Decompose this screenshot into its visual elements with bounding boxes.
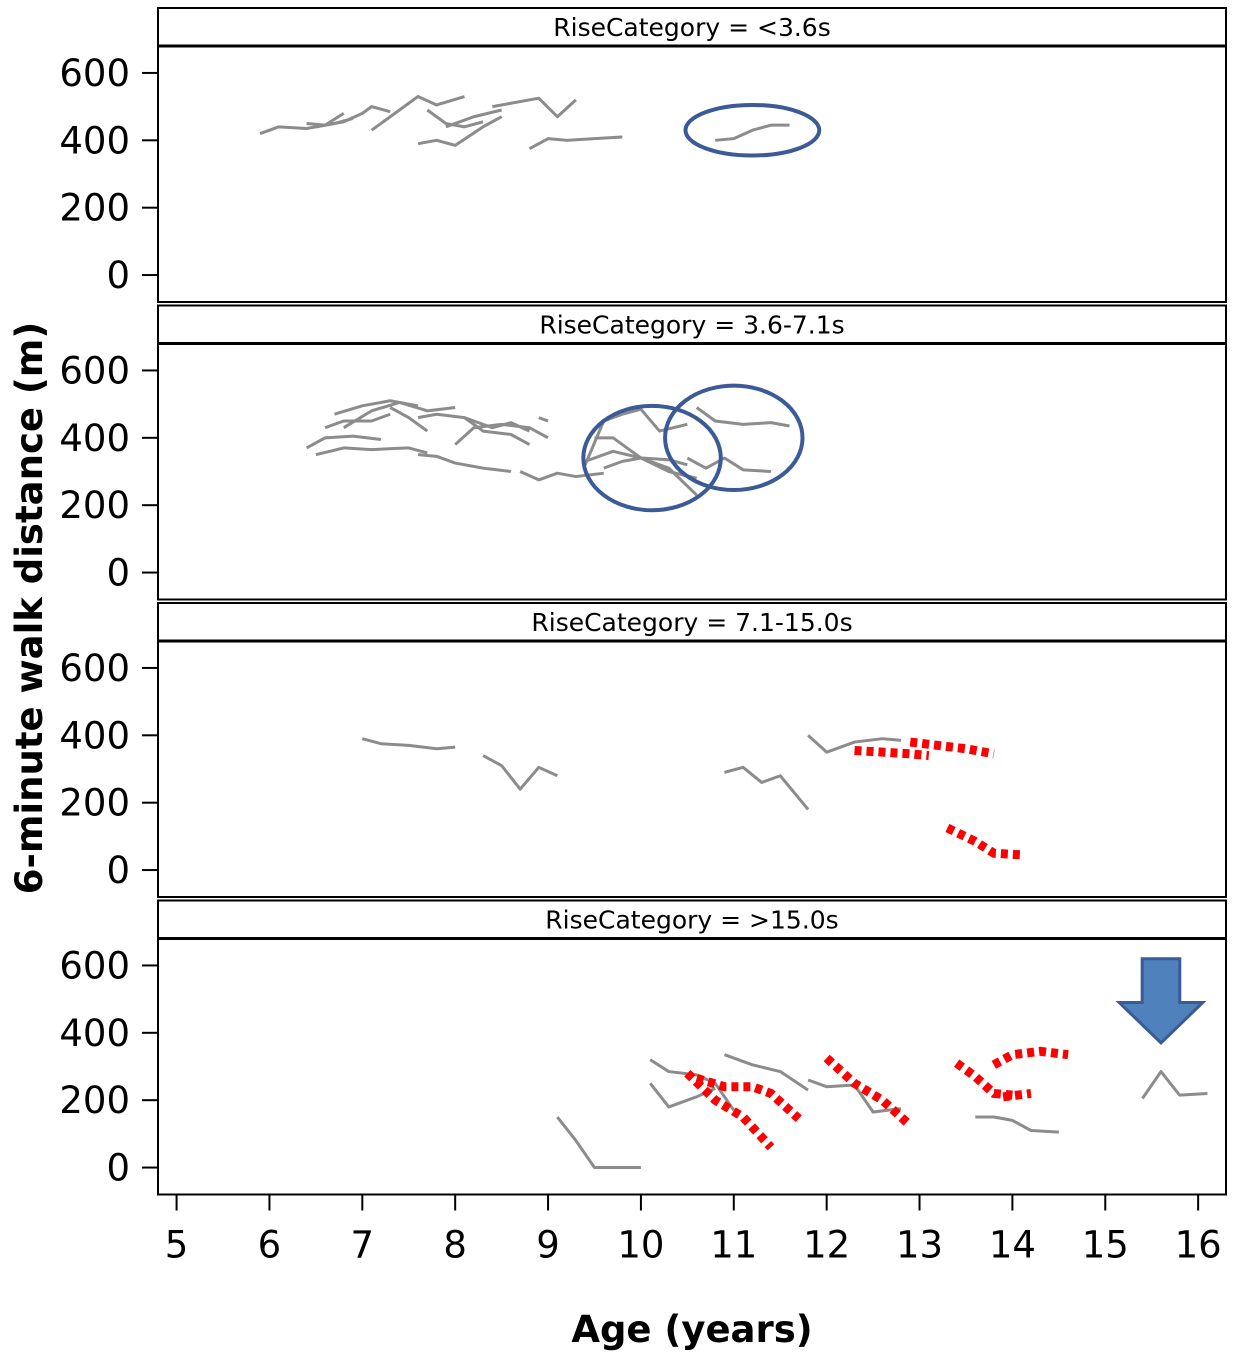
y-tick-label: 400 <box>59 714 130 757</box>
x-tick-label: 7 <box>351 1224 375 1267</box>
trajectory-dotted-line <box>945 823 1022 860</box>
trajectory-line <box>361 737 456 751</box>
y-tick-label: 0 <box>106 254 130 297</box>
y-tick-label: 200 <box>59 1079 130 1122</box>
y-tick-label: 400 <box>59 119 130 162</box>
trajectory-line <box>305 434 382 450</box>
trajectory-dotted-line <box>1002 1088 1032 1102</box>
trajectory-line <box>492 96 577 119</box>
trajectory-line <box>1141 1070 1208 1100</box>
x-tick-label: 15 <box>1082 1224 1129 1267</box>
panel-title: RiseCategory = <3.6s <box>553 13 831 42</box>
panel-title: RiseCategory = 7.1-15.0s <box>531 608 852 637</box>
trajectory-line <box>389 406 429 433</box>
trajectory-dotted-line <box>854 745 930 761</box>
trajectory-line <box>975 1115 1059 1134</box>
trajectory-line <box>528 135 623 151</box>
panel-header <box>157 899 1227 940</box>
y-tick-label: 600 <box>59 52 130 95</box>
panel-header <box>157 602 1227 642</box>
x-tick-label: 8 <box>443 1224 467 1267</box>
trajectory-line <box>603 456 697 480</box>
x-tick-label: 10 <box>617 1224 664 1267</box>
panel-frame <box>157 342 1227 601</box>
trajectory-line <box>807 734 902 754</box>
trajectory-line <box>695 406 790 428</box>
trajectory-line <box>315 105 391 129</box>
trajectory-line <box>342 400 456 429</box>
trajectory-line <box>723 1053 809 1092</box>
x-tick-label: 13 <box>896 1224 943 1267</box>
panels: RiseCategory = <3.6s0200400600RiseCatego… <box>59 7 1227 1196</box>
trajectory-line <box>454 422 549 446</box>
panel-frame <box>157 45 1227 303</box>
trajectory-line <box>556 1116 641 1170</box>
y-tick-label: 0 <box>106 849 130 892</box>
x-axis: 5 6 7 8 9 10 11 12 13 14 15 16 <box>165 1194 1222 1267</box>
panel-3: RiseCategory = 7.1-15.0s 0 200 400 600 <box>59 602 1227 898</box>
trajectory-line <box>649 1058 736 1112</box>
y-tick-label: 0 <box>106 1147 130 1190</box>
trajectory-dotted-line <box>823 1054 914 1129</box>
x-tick-label: 6 <box>258 1224 282 1267</box>
trajectory-dotted-line <box>695 1073 802 1123</box>
highlight-ellipse <box>683 102 822 158</box>
y-tick-label: 600 <box>59 647 130 690</box>
x-tick-label: 16 <box>1175 1224 1222 1267</box>
trajectory-line <box>686 456 772 473</box>
trajectory-line <box>370 95 465 132</box>
panel-header <box>157 7 1227 47</box>
panel-4: RiseCategory = >15.0s 0 200 400 600 <box>59 899 1227 1196</box>
y-tick-label: 600 <box>59 944 130 987</box>
y-tick-label: 400 <box>59 417 130 460</box>
trajectory-dotted-line <box>991 1046 1069 1069</box>
x-tick-label: 5 <box>165 1224 189 1267</box>
panel-2: RiseCategory = 3.6-7.1s 0 200 400 600 <box>59 304 1227 601</box>
trajectory-line <box>315 446 428 457</box>
x-tick-label: 12 <box>803 1224 850 1267</box>
highlight-ellipse <box>663 383 805 493</box>
trajectory-line <box>715 123 790 142</box>
y-axis-label: 6-minute walk distance (m) <box>8 322 51 894</box>
y-tick-label: 200 <box>59 782 130 825</box>
trajectory-line <box>417 453 512 473</box>
panel-header <box>157 304 1227 345</box>
x-tick-label: 14 <box>989 1224 1036 1267</box>
trajectory-line <box>724 765 810 811</box>
trajectory-line <box>417 412 531 433</box>
x-axis-label: Age (years) <box>571 1308 812 1351</box>
trajectory-line <box>519 470 604 482</box>
panel-title: RiseCategory = 3.6-7.1s <box>539 311 844 340</box>
trajectory-line <box>417 115 503 147</box>
panel-frame <box>157 640 1227 898</box>
panel-title: RiseCategory = >15.0s <box>545 906 838 935</box>
trajectory-line <box>482 754 558 791</box>
trajectory-dotted-line <box>954 1059 1013 1100</box>
trajectory-line <box>463 416 531 446</box>
x-tick-label: 11 <box>710 1224 757 1267</box>
down-arrow-icon <box>1115 957 1207 1046</box>
trajectory-line <box>426 108 484 129</box>
y-tick-label: 600 <box>59 349 130 392</box>
y-tick-label: 0 <box>106 552 130 595</box>
trajectory-line <box>259 116 354 135</box>
y-tick-label: 200 <box>59 484 130 527</box>
trajectory-line <box>538 416 549 423</box>
trajectory-dotted-line <box>909 737 995 759</box>
trajectory-line <box>445 108 502 129</box>
x-tick-label: 9 <box>536 1224 560 1267</box>
panel-1: RiseCategory = <3.6s 0 200 400 600 <box>59 7 1227 303</box>
y-tick-label: 200 <box>59 187 130 230</box>
y-tick-label: 400 <box>59 1012 130 1055</box>
highlight-ellipse <box>581 403 723 513</box>
panel-frame <box>157 937 1227 1196</box>
